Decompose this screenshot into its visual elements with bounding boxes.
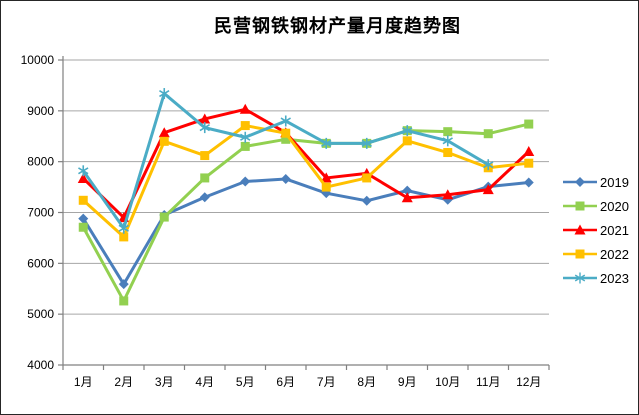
x-tick-label: 4月 — [195, 375, 214, 389]
data-point-marker — [159, 212, 169, 222]
y-tick-label: 5000 — [27, 307, 54, 321]
x-tick-label: 12月 — [516, 375, 541, 389]
legend-label: 2023 — [600, 270, 629, 286]
legend-item-2022[interactable]: 2022 — [563, 242, 629, 266]
data-point-marker — [78, 165, 89, 177]
data-point-marker — [443, 148, 453, 158]
data-point-marker — [240, 141, 250, 151]
legend-item-2021[interactable]: 2021 — [563, 218, 629, 242]
data-point-marker — [199, 113, 211, 124]
data-point-marker — [240, 121, 250, 131]
axes — [58, 56, 550, 370]
data-point-marker — [320, 172, 332, 183]
data-point-marker — [443, 127, 453, 137]
data-point-marker — [240, 131, 251, 143]
data-point-marker — [199, 122, 210, 134]
x-tick-label: 10月 — [435, 375, 460, 389]
y-tick-label: 4000 — [27, 358, 54, 372]
y-tick-label: 8000 — [27, 155, 54, 169]
legend-label: 2019 — [600, 174, 629, 190]
series-2019 — [78, 173, 534, 290]
legend-marker-asterisk-icon — [563, 272, 597, 284]
legend-marker-diamond-icon — [563, 177, 597, 187]
x-tick-label: 2月 — [114, 375, 133, 389]
data-point-marker — [78, 195, 88, 205]
x-tick-label: 11月 — [476, 375, 500, 389]
data-point-marker — [442, 189, 454, 200]
data-point-marker — [575, 249, 585, 259]
x-tick-label: 5月 — [236, 375, 255, 389]
legend-item-2020[interactable]: 2020 — [563, 194, 629, 218]
data-point-marker — [200, 173, 210, 183]
y-tick-label: 7000 — [27, 206, 54, 220]
y-tick-label: 6000 — [27, 256, 54, 270]
legend-marker-triangle-icon — [563, 224, 597, 235]
data-point-marker — [200, 151, 210, 161]
data-point-marker — [362, 173, 372, 183]
data-point-marker — [524, 119, 534, 129]
data-point-marker — [483, 159, 494, 171]
data-point-marker — [574, 272, 586, 284]
data-point-marker — [118, 222, 129, 234]
data-point-marker — [442, 135, 453, 147]
legend: 2019 2020 2021 2022 2023 — [563, 170, 629, 290]
data-point-marker — [77, 172, 89, 183]
data-point-marker — [158, 127, 170, 138]
data-point-marker — [402, 136, 412, 146]
data-point-marker — [199, 192, 210, 203]
data-point-marker — [240, 176, 251, 187]
data-point-marker — [402, 125, 413, 137]
series-2022 — [78, 121, 534, 242]
data-point-marker — [523, 177, 534, 188]
data-point-marker — [321, 137, 332, 149]
y-axis-labels: 4000 5000 6000 7000 8000 9000 10000 — [21, 53, 55, 372]
data-point-marker — [575, 177, 585, 187]
data-point-marker — [401, 192, 413, 203]
series-2023 — [78, 88, 494, 234]
legend-label: 2021 — [600, 222, 629, 238]
series-2021 — [77, 103, 535, 223]
legend-label: 2022 — [600, 246, 629, 262]
data-point-marker — [118, 279, 129, 290]
legend-marker-square-icon — [563, 249, 597, 259]
y-tick-label: 9000 — [27, 104, 54, 118]
data-point-marker — [524, 158, 534, 168]
data-point-marker — [361, 137, 372, 149]
data-point-marker — [361, 195, 372, 206]
x-tick-label: 1月 — [74, 375, 93, 389]
x-tick-label: 8月 — [357, 375, 376, 389]
data-point-marker — [280, 115, 291, 127]
data-point-marker — [482, 184, 494, 195]
legend-item-2019[interactable]: 2019 — [563, 170, 629, 194]
legend-item-2023[interactable]: 2023 — [563, 266, 629, 290]
data-point-marker — [281, 134, 291, 144]
data-point-marker — [483, 129, 493, 139]
legend-marker-square-icon — [563, 201, 597, 211]
data-point-marker — [280, 173, 291, 184]
x-tick-label: 3月 — [155, 375, 174, 389]
chart-title: 民营钢铁钢材产量月度趋势图 — [214, 16, 461, 36]
data-point-marker — [402, 185, 413, 196]
x-tick-label: 6月 — [276, 375, 295, 389]
y-tick-label: 10000 — [21, 53, 55, 67]
legend-label: 2020 — [600, 198, 629, 214]
x-axis-labels: 1月 2月 3月 4月 5月 6月 7月 8月 9月 10月 11月 12月 — [74, 375, 542, 389]
data-point-marker — [119, 296, 129, 306]
data-point-marker — [119, 232, 129, 242]
data-point-marker — [78, 213, 89, 224]
data-point-marker — [575, 201, 585, 211]
data-point-marker — [574, 224, 586, 235]
data-point-marker — [321, 182, 331, 192]
data-point-marker — [159, 136, 169, 146]
data-point-marker — [239, 103, 251, 114]
data-point-marker — [159, 88, 170, 100]
data-point-marker — [523, 146, 535, 156]
data-point-marker — [78, 222, 88, 232]
data-point-marker — [281, 128, 291, 138]
x-tick-label: 9月 — [398, 375, 417, 389]
x-tick-label: 7月 — [317, 375, 336, 389]
